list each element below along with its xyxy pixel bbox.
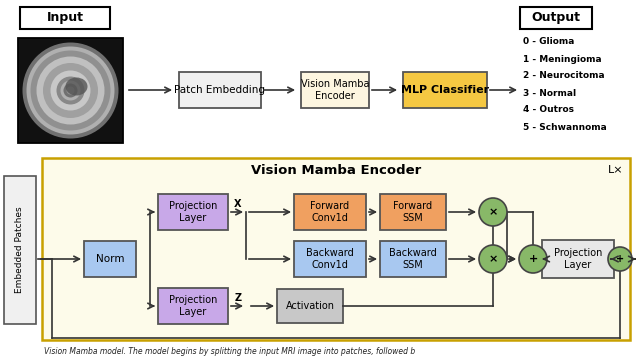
Text: ×: ×: [488, 254, 498, 264]
FancyBboxPatch shape: [158, 194, 228, 230]
Ellipse shape: [31, 51, 111, 130]
Text: 4 - Outros: 4 - Outros: [523, 105, 574, 114]
Text: Z: Z: [234, 293, 241, 303]
Ellipse shape: [51, 71, 90, 110]
Text: 2 - Neurocitoma: 2 - Neurocitoma: [523, 72, 605, 80]
Text: ×: ×: [488, 207, 498, 217]
Text: MLP Classifier: MLP Classifier: [401, 85, 489, 95]
Circle shape: [479, 245, 507, 273]
FancyBboxPatch shape: [294, 194, 366, 230]
Text: Backward
Conv1d: Backward Conv1d: [306, 248, 354, 270]
Text: L×: L×: [608, 165, 624, 175]
FancyBboxPatch shape: [179, 72, 261, 108]
Circle shape: [479, 198, 507, 226]
Text: X: X: [234, 199, 242, 209]
Text: Vision Mamba
Encoder: Vision Mamba Encoder: [301, 79, 369, 101]
Text: Vision Mamba model. The model begins by splitting the input MRI image into patch: Vision Mamba model. The model begins by …: [44, 348, 415, 357]
Text: Projection
Layer: Projection Layer: [169, 295, 217, 317]
Text: +: +: [529, 254, 538, 264]
Text: Projection
Layer: Projection Layer: [169, 201, 217, 223]
Text: Vision Mamba Encoder: Vision Mamba Encoder: [251, 164, 421, 177]
FancyBboxPatch shape: [520, 7, 592, 29]
FancyBboxPatch shape: [4, 176, 36, 324]
FancyBboxPatch shape: [380, 241, 446, 277]
Ellipse shape: [43, 63, 98, 118]
Text: Activation: Activation: [285, 301, 335, 311]
Text: Patch Embedding: Patch Embedding: [175, 85, 266, 95]
FancyBboxPatch shape: [403, 72, 487, 108]
Text: Input: Input: [47, 12, 83, 25]
FancyBboxPatch shape: [301, 72, 369, 108]
FancyBboxPatch shape: [277, 289, 343, 323]
Text: 1 - Meningioma: 1 - Meningioma: [523, 55, 602, 63]
FancyBboxPatch shape: [84, 241, 136, 277]
Ellipse shape: [26, 46, 115, 135]
Ellipse shape: [63, 84, 77, 97]
FancyBboxPatch shape: [542, 240, 614, 278]
Text: Projection
Layer: Projection Layer: [554, 248, 602, 270]
Ellipse shape: [61, 80, 81, 101]
Text: Output: Output: [531, 12, 580, 25]
FancyBboxPatch shape: [158, 288, 228, 324]
Circle shape: [608, 247, 632, 271]
Ellipse shape: [56, 76, 84, 105]
Text: 5 - Schwannoma: 5 - Schwannoma: [523, 122, 607, 131]
Text: Norm: Norm: [96, 254, 124, 264]
Ellipse shape: [22, 42, 118, 139]
Text: +: +: [616, 254, 624, 264]
Text: 3 - Normal: 3 - Normal: [523, 88, 576, 97]
Circle shape: [519, 245, 547, 273]
Text: 0 - Glioma: 0 - Glioma: [523, 38, 574, 46]
FancyBboxPatch shape: [42, 158, 630, 340]
Ellipse shape: [65, 77, 88, 96]
Text: Forward
Conv1d: Forward Conv1d: [310, 201, 349, 223]
FancyBboxPatch shape: [380, 194, 446, 230]
FancyBboxPatch shape: [20, 7, 110, 29]
FancyBboxPatch shape: [294, 241, 366, 277]
Text: Backward
SSM: Backward SSM: [389, 248, 437, 270]
Text: Forward
SSM: Forward SSM: [394, 201, 433, 223]
FancyBboxPatch shape: [18, 38, 123, 143]
Ellipse shape: [67, 87, 74, 94]
Text: Embedded Patches: Embedded Patches: [15, 207, 24, 293]
Ellipse shape: [36, 56, 104, 125]
